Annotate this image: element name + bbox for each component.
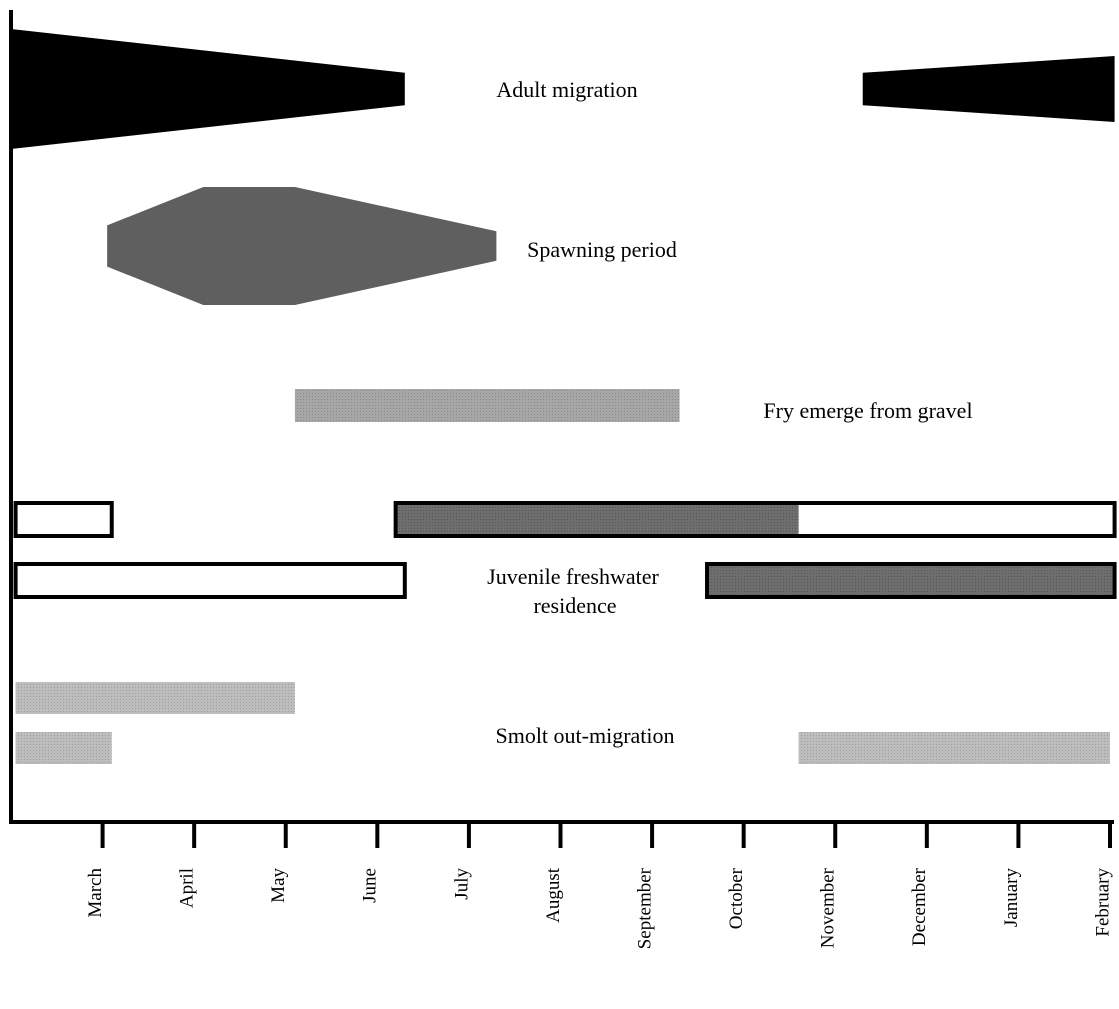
month-ticks xyxy=(100,822,1112,848)
month-label: May xyxy=(268,868,289,903)
spawning-period-group: Spawning period xyxy=(107,187,677,305)
fry-emerge-bar xyxy=(294,389,680,422)
smolt-bar-row2-a xyxy=(15,732,112,764)
smolt-bar-row2-b xyxy=(798,732,1110,764)
month-label: October xyxy=(726,867,747,929)
juvenile-residence-group: Juvenile freshwater residence xyxy=(13,501,1117,618)
smolt-group: Smolt out-migration xyxy=(15,682,1110,764)
juvenile-residence-label-line2: residence xyxy=(533,593,616,618)
month-label: January xyxy=(1001,868,1022,928)
spawning-period-shape xyxy=(107,187,497,305)
month-label: November xyxy=(818,867,839,948)
month-label: July xyxy=(451,868,472,900)
juvenile-residence-bar-row1-a xyxy=(13,501,114,538)
adult-migration-group: Adult migration xyxy=(11,29,1115,149)
month-label: March xyxy=(85,868,106,918)
juvenile-residence-bar-row1-b-fill xyxy=(395,503,799,536)
fry-emerge-group: Fry emerge from gravel xyxy=(294,389,973,423)
juvenile-residence-label-line1: Juvenile freshwater xyxy=(487,564,659,589)
month-labels: March April May June July August September Octo… xyxy=(85,867,1113,949)
month-label: September xyxy=(634,867,655,949)
month-label: June xyxy=(360,868,381,903)
juvenile-residence-bar-row2-b xyxy=(705,562,1117,599)
smolt-label: Smolt out-migration xyxy=(495,723,674,748)
month-label: April xyxy=(177,868,198,908)
spawning-period-label: Spawning period xyxy=(527,237,677,262)
month-label: December xyxy=(909,867,930,946)
adult-migration-shape-2 xyxy=(862,56,1115,122)
month-label: August xyxy=(543,867,564,923)
juvenile-residence-bar-row1-b xyxy=(393,501,1117,538)
fry-emerge-label: Fry emerge from gravel xyxy=(763,398,972,423)
juvenile-residence-bar-row2-a xyxy=(13,562,407,599)
month-label: February xyxy=(1092,868,1113,937)
adult-migration-label: Adult migration xyxy=(496,77,637,102)
adult-migration-shape-1 xyxy=(11,29,405,149)
smolt-bar-row1 xyxy=(15,682,295,714)
juvenile-residence-bar-row2-b-fill xyxy=(707,564,1115,597)
